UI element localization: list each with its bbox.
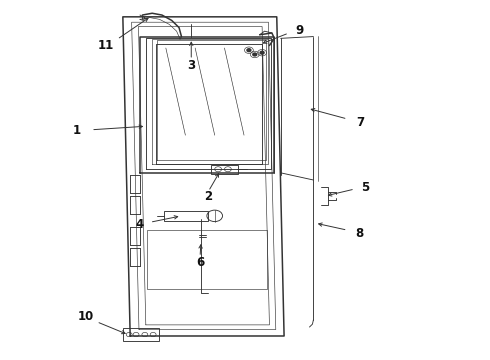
Bar [164, 211, 208, 221]
Text: 1: 1 [73, 124, 80, 137]
Bar [123, 328, 159, 341]
Text: 6: 6 [196, 256, 204, 269]
Text: 10: 10 [78, 310, 95, 324]
Circle shape [247, 49, 251, 51]
Text: 5: 5 [361, 181, 369, 194]
Text: 7: 7 [356, 116, 364, 129]
Circle shape [253, 53, 257, 56]
Text: 2: 2 [204, 190, 212, 203]
Bar [211, 165, 238, 174]
Text: 4: 4 [136, 218, 144, 231]
Bar [147, 230, 267, 289]
Text: 11: 11 [98, 39, 114, 52]
Text: 8: 8 [356, 226, 364, 239]
Circle shape [260, 51, 264, 54]
Text: 9: 9 [295, 24, 304, 37]
Text: 3: 3 [187, 59, 196, 72]
